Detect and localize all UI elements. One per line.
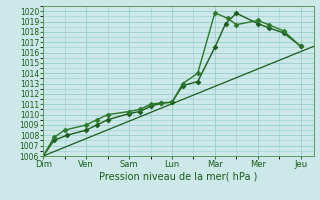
X-axis label: Pression niveau de la mer( hPa ): Pression niveau de la mer( hPa ) bbox=[99, 172, 258, 182]
